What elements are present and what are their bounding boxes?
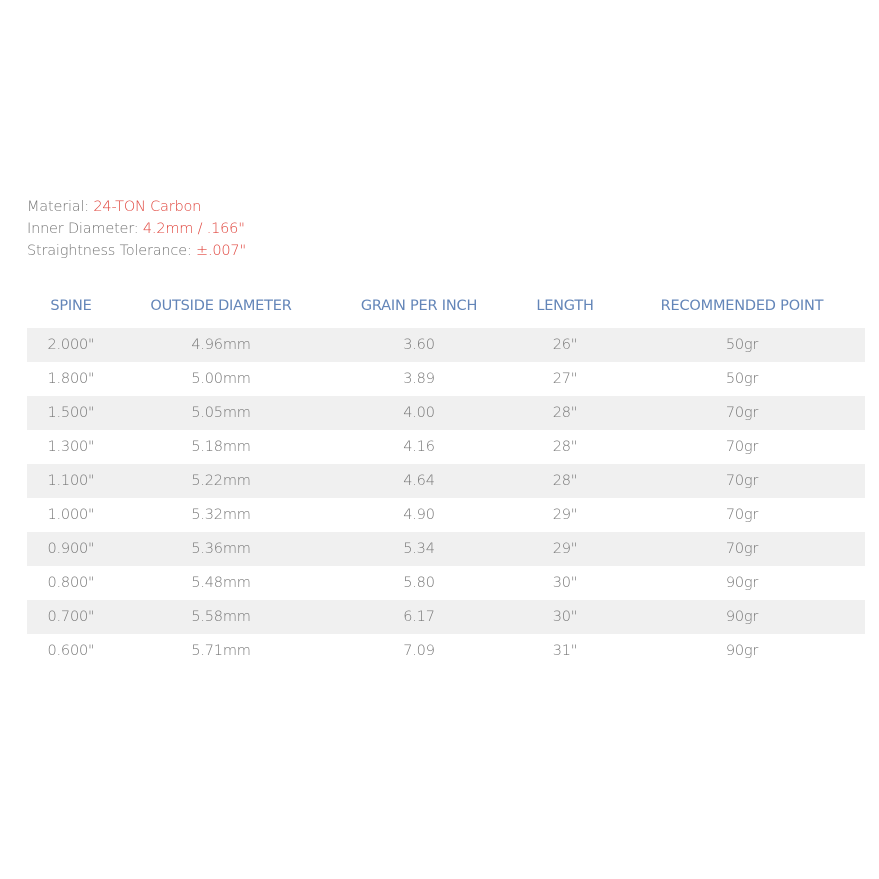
table-cell: 4.16 <box>403 439 435 455</box>
spec-inner-diameter: Inner Diameter: 4.2mm / .166" <box>27 221 245 237</box>
table-row: 1.100" 5.22mm 4.64 28" 70gr <box>27 464 865 498</box>
table-cell: 5.22mm <box>191 473 251 489</box>
table-cell: 28" <box>552 439 578 455</box>
table-cell: 28" <box>552 405 578 421</box>
table-row: 1.800" 5.00mm 3.89 27" 50gr <box>27 362 865 396</box>
table-cell: 4.96mm <box>191 337 251 353</box>
table-cell: 70gr <box>725 439 759 455</box>
table-cell: 1.300" <box>47 439 95 455</box>
table-cell: 4.64 <box>403 473 435 489</box>
spec-straightness: Straightness Tolerance: ±.007" <box>27 243 246 259</box>
table-row: 2.000" 4.96mm 3.60 26" 50gr <box>27 328 865 362</box>
header-length: LENGTH <box>536 298 594 314</box>
table-row: 0.800" 5.48mm 5.80 30" 90gr <box>27 566 865 600</box>
table-row: 0.900" 5.36mm 5.34 29" 70gr <box>27 532 865 566</box>
header-recommended-point: RECOMMENDED POINT <box>660 298 824 314</box>
table-cell: 5.00mm <box>191 371 251 387</box>
table-cell: 5.05mm <box>191 405 251 421</box>
table-cell: 1.500" <box>47 405 95 421</box>
spine-table: SPINE OUTSIDE DIAMETER GRAIN PER INCH LE… <box>27 284 865 668</box>
table-cell: 30" <box>552 609 578 625</box>
table-header-row: SPINE OUTSIDE DIAMETER GRAIN PER INCH LE… <box>27 284 865 328</box>
table-row: 0.700" 5.58mm 6.17 30" 90gr <box>27 600 865 634</box>
table-cell: 29" <box>552 541 578 557</box>
table-cell: 27" <box>552 371 578 387</box>
table-cell: 90gr <box>725 643 759 659</box>
table-cell: 70gr <box>725 507 759 523</box>
table-cell: 5.48mm <box>191 575 251 591</box>
table-cell: 90gr <box>725 575 759 591</box>
table-cell: 5.71mm <box>191 643 251 659</box>
table-cell: 3.60 <box>403 337 435 353</box>
table-cell: 1.100" <box>47 473 95 489</box>
table-cell: 70gr <box>725 405 759 421</box>
table-cell: 5.18mm <box>191 439 251 455</box>
table-cell: 5.58mm <box>191 609 251 625</box>
table-cell: 28" <box>552 473 578 489</box>
table-cell: 0.900" <box>47 541 95 557</box>
table-cell: 6.17 <box>403 609 435 625</box>
header-spine: SPINE <box>50 298 92 314</box>
table-cell: 2.000" <box>47 337 95 353</box>
spec-list: Material: 24-TON Carbon Inner Diameter: … <box>27 196 246 262</box>
table-cell: 5.34 <box>403 541 435 557</box>
table-cell: 90gr <box>725 609 759 625</box>
table-cell: 0.600" <box>47 643 95 659</box>
header-grain-per-inch: GRAIN PER INCH <box>360 298 478 314</box>
spec-material: Material: 24-TON Carbon <box>27 199 202 215</box>
table-cell: 50gr <box>725 337 759 353</box>
table-cell: 5.80 <box>403 575 435 591</box>
table-cell: 70gr <box>725 473 759 489</box>
table-cell: 5.36mm <box>191 541 251 557</box>
table-cell: 0.700" <box>47 609 95 625</box>
table-row: 1.500" 5.05mm 4.00 28" 70gr <box>27 396 865 430</box>
table-cell: 1.000" <box>47 507 95 523</box>
table-cell: 5.32mm <box>191 507 251 523</box>
table-cell: 30" <box>552 575 578 591</box>
table-cell: 4.00 <box>403 405 435 421</box>
table-cell: 7.09 <box>403 643 435 659</box>
table-cell: 50gr <box>725 371 759 387</box>
table-cell: 3.89 <box>403 371 435 387</box>
table-cell: 29" <box>552 507 578 523</box>
table-cell: 0.800" <box>47 575 95 591</box>
table-cell: 26" <box>552 337 578 353</box>
table-row: 0.600" 5.71mm 7.09 31" 90gr <box>27 634 865 668</box>
header-outside-diameter: OUTSIDE DIAMETER <box>150 298 292 314</box>
table-row: 1.300" 5.18mm 4.16 28" 70gr <box>27 430 865 464</box>
table-cell: 31" <box>552 643 578 659</box>
table-row: 1.000" 5.32mm 4.90 29" 70gr <box>27 498 865 532</box>
table-cell: 1.800" <box>47 371 95 387</box>
table-cell: 4.90 <box>403 507 435 523</box>
table-cell: 70gr <box>725 541 759 557</box>
